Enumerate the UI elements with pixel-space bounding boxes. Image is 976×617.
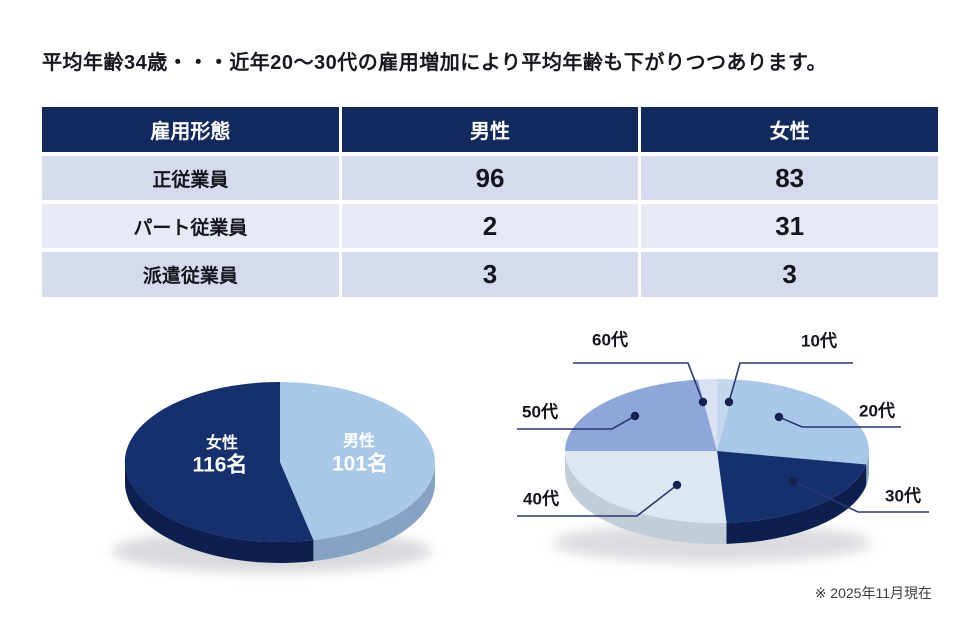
table-cell-female: 3 bbox=[641, 252, 938, 297]
table-cell-label: 正従業員 bbox=[42, 156, 339, 200]
gender-slice-name: 女性 bbox=[206, 433, 238, 452]
table-cell-female: 83 bbox=[641, 156, 938, 200]
date-footnote: ※ 2025年11月現在 bbox=[814, 585, 932, 601]
table-cell-male: 2 bbox=[341, 204, 639, 248]
callout-dot bbox=[724, 397, 734, 407]
page-title: 平均年齢34歳・・・近年20〜30代の雇用増加により平均年齢も下がりつつあります… bbox=[42, 52, 828, 74]
callout-dot bbox=[672, 480, 682, 490]
table-cell-label: 派遣従業員 bbox=[42, 252, 339, 297]
callout-line bbox=[517, 415, 636, 430]
callout-line bbox=[573, 362, 704, 403]
table-cell-male: 96 bbox=[341, 156, 639, 200]
callout-line bbox=[792, 480, 929, 513]
callout-dot bbox=[698, 397, 708, 407]
age-slice-label: 40代 bbox=[523, 488, 559, 508]
table-cell-male: 3 bbox=[341, 252, 639, 297]
callout-line bbox=[778, 416, 901, 428]
table-header-male: 男性 bbox=[341, 107, 639, 152]
gender-slice-name: 男性 bbox=[343, 431, 375, 450]
gender-slice-count: 101名 bbox=[332, 452, 388, 476]
table-header-employment-type: 雇用形態 bbox=[42, 107, 339, 152]
age-slice-label: 30代 bbox=[885, 485, 921, 505]
age-slice-label: 20代 bbox=[859, 400, 895, 420]
table-cell-label: パート従業員 bbox=[42, 204, 339, 248]
age-slice-label: 50代 bbox=[522, 401, 558, 421]
callout-line bbox=[728, 362, 853, 403]
callout-line bbox=[517, 484, 678, 517]
employment-table: 雇用形態 男性 女性 正従業員 96 83 パート従業員 2 31 派遣従業員 3 3 bbox=[42, 107, 938, 297]
callout-dot bbox=[788, 476, 798, 486]
gender-slice-count: 116名 bbox=[193, 453, 248, 477]
age-slice-label: 60代 bbox=[592, 329, 628, 349]
table-cell-female: 31 bbox=[641, 204, 938, 248]
age-pie-chart bbox=[565, 379, 869, 545]
age-slice-label: 10代 bbox=[801, 330, 837, 350]
table-header-female: 女性 bbox=[641, 107, 938, 152]
gender-pie-chart bbox=[124, 381, 435, 563]
age-pie-callouts: 10代 20代 30代 40代 50代 60代 bbox=[517, 329, 929, 517]
callout-dot bbox=[774, 412, 784, 422]
callout-dot bbox=[630, 411, 640, 421]
